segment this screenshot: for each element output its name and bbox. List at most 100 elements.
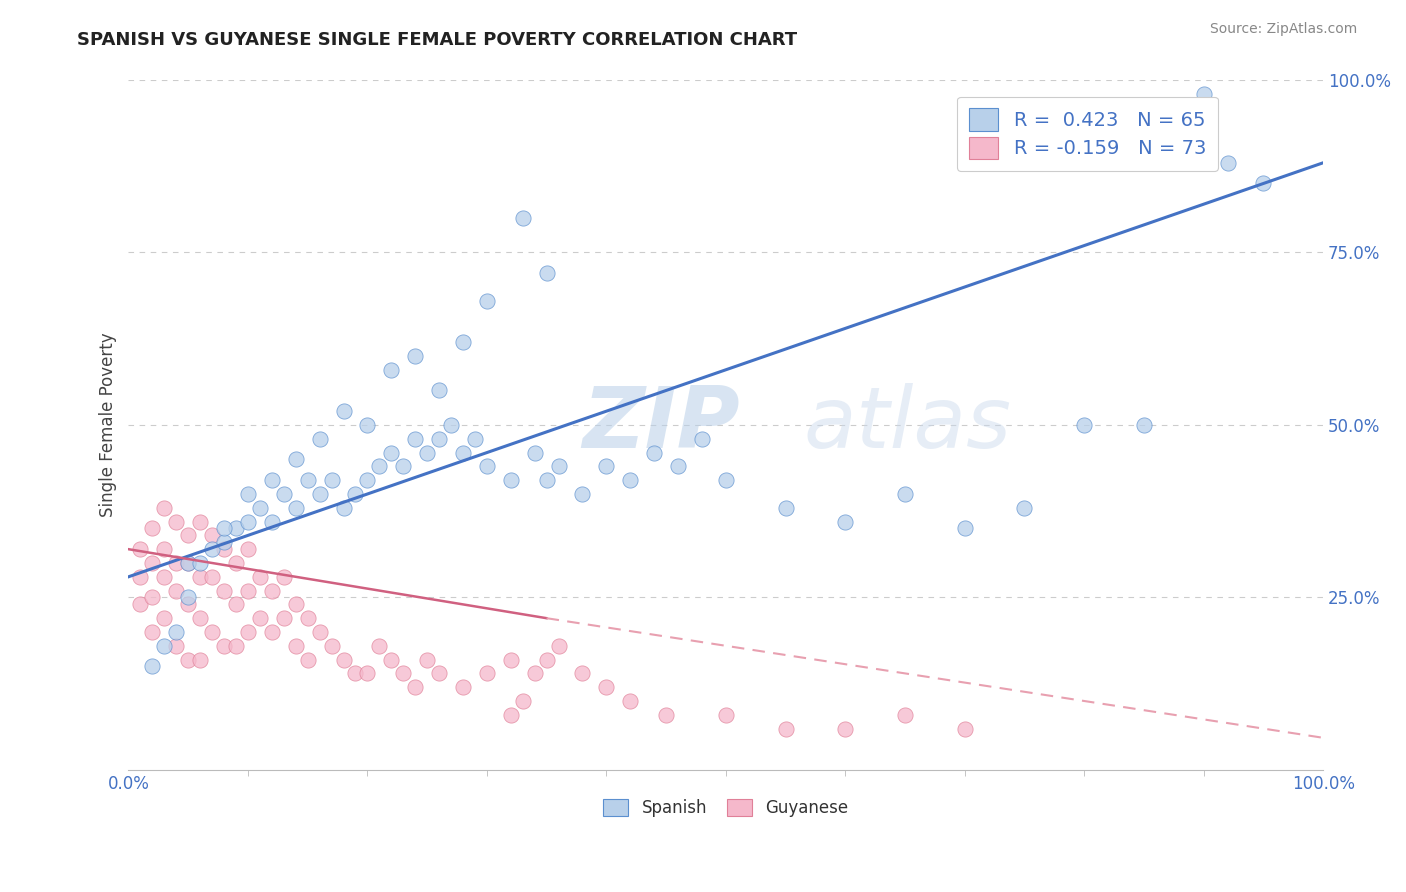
Point	[834, 722, 856, 736]
Point	[236, 625, 259, 640]
Point	[714, 707, 737, 722]
Point	[427, 384, 450, 398]
Point	[655, 707, 678, 722]
Point	[356, 666, 378, 681]
Point	[129, 570, 152, 584]
Point	[775, 500, 797, 515]
Point	[368, 639, 391, 653]
Point	[260, 515, 283, 529]
Point	[475, 459, 498, 474]
Point	[404, 349, 426, 363]
Point	[427, 666, 450, 681]
Point	[177, 556, 200, 570]
Point	[201, 625, 224, 640]
Point	[1133, 417, 1156, 432]
Point	[260, 625, 283, 640]
Point	[236, 487, 259, 501]
Point	[297, 473, 319, 487]
Point	[249, 500, 271, 515]
Point	[260, 583, 283, 598]
Point	[129, 542, 152, 557]
Point	[571, 487, 593, 501]
Point	[212, 639, 235, 653]
Point	[416, 652, 439, 666]
Point	[834, 515, 856, 529]
Point	[451, 335, 474, 350]
Point	[188, 556, 211, 570]
Point	[249, 611, 271, 625]
Point	[284, 452, 307, 467]
Point	[177, 556, 200, 570]
Point	[177, 652, 200, 666]
Point	[1073, 417, 1095, 432]
Point	[308, 432, 330, 446]
Point	[212, 583, 235, 598]
Point	[499, 652, 522, 666]
Point	[236, 542, 259, 557]
Point	[427, 432, 450, 446]
Point	[249, 570, 271, 584]
Point	[153, 639, 176, 653]
Point	[321, 639, 343, 653]
Point	[536, 473, 558, 487]
Point	[297, 611, 319, 625]
Point	[201, 528, 224, 542]
Legend: Spanish, Guyanese: Spanish, Guyanese	[596, 792, 855, 824]
Point	[953, 722, 976, 736]
Point	[619, 694, 641, 708]
Point	[284, 500, 307, 515]
Point	[547, 459, 569, 474]
Point	[188, 515, 211, 529]
Point	[536, 652, 558, 666]
Text: SPANISH VS GUYANESE SINGLE FEMALE POVERTY CORRELATION CHART: SPANISH VS GUYANESE SINGLE FEMALE POVERT…	[77, 31, 797, 49]
Point	[188, 611, 211, 625]
Point	[153, 500, 176, 515]
Point	[404, 432, 426, 446]
Point	[201, 570, 224, 584]
Point	[440, 417, 463, 432]
Point	[165, 515, 187, 529]
Point	[1216, 155, 1239, 169]
Point	[523, 666, 546, 681]
Point	[321, 473, 343, 487]
Point	[212, 535, 235, 549]
Point	[536, 266, 558, 280]
Point	[273, 570, 295, 584]
Point	[188, 570, 211, 584]
Point	[1192, 87, 1215, 101]
Text: atlas: atlas	[803, 384, 1011, 467]
Point	[260, 473, 283, 487]
Point	[188, 652, 211, 666]
Point	[356, 473, 378, 487]
Point	[380, 445, 402, 459]
Point	[499, 473, 522, 487]
Point	[284, 639, 307, 653]
Point	[894, 707, 917, 722]
Point	[523, 445, 546, 459]
Point	[141, 556, 163, 570]
Point	[212, 521, 235, 535]
Point	[595, 680, 617, 694]
Point	[332, 404, 354, 418]
Point	[451, 445, 474, 459]
Point	[619, 473, 641, 487]
Point	[177, 528, 200, 542]
Point	[165, 625, 187, 640]
Point	[153, 542, 176, 557]
Point	[512, 694, 534, 708]
Point	[953, 521, 976, 535]
Point	[380, 363, 402, 377]
Point	[201, 542, 224, 557]
Point	[547, 639, 569, 653]
Point	[165, 556, 187, 570]
Point	[129, 598, 152, 612]
Point	[475, 293, 498, 308]
Point	[404, 680, 426, 694]
Point	[141, 591, 163, 605]
Point	[512, 211, 534, 225]
Point	[153, 611, 176, 625]
Point	[141, 659, 163, 673]
Point	[225, 639, 247, 653]
Point	[464, 432, 486, 446]
Point	[284, 598, 307, 612]
